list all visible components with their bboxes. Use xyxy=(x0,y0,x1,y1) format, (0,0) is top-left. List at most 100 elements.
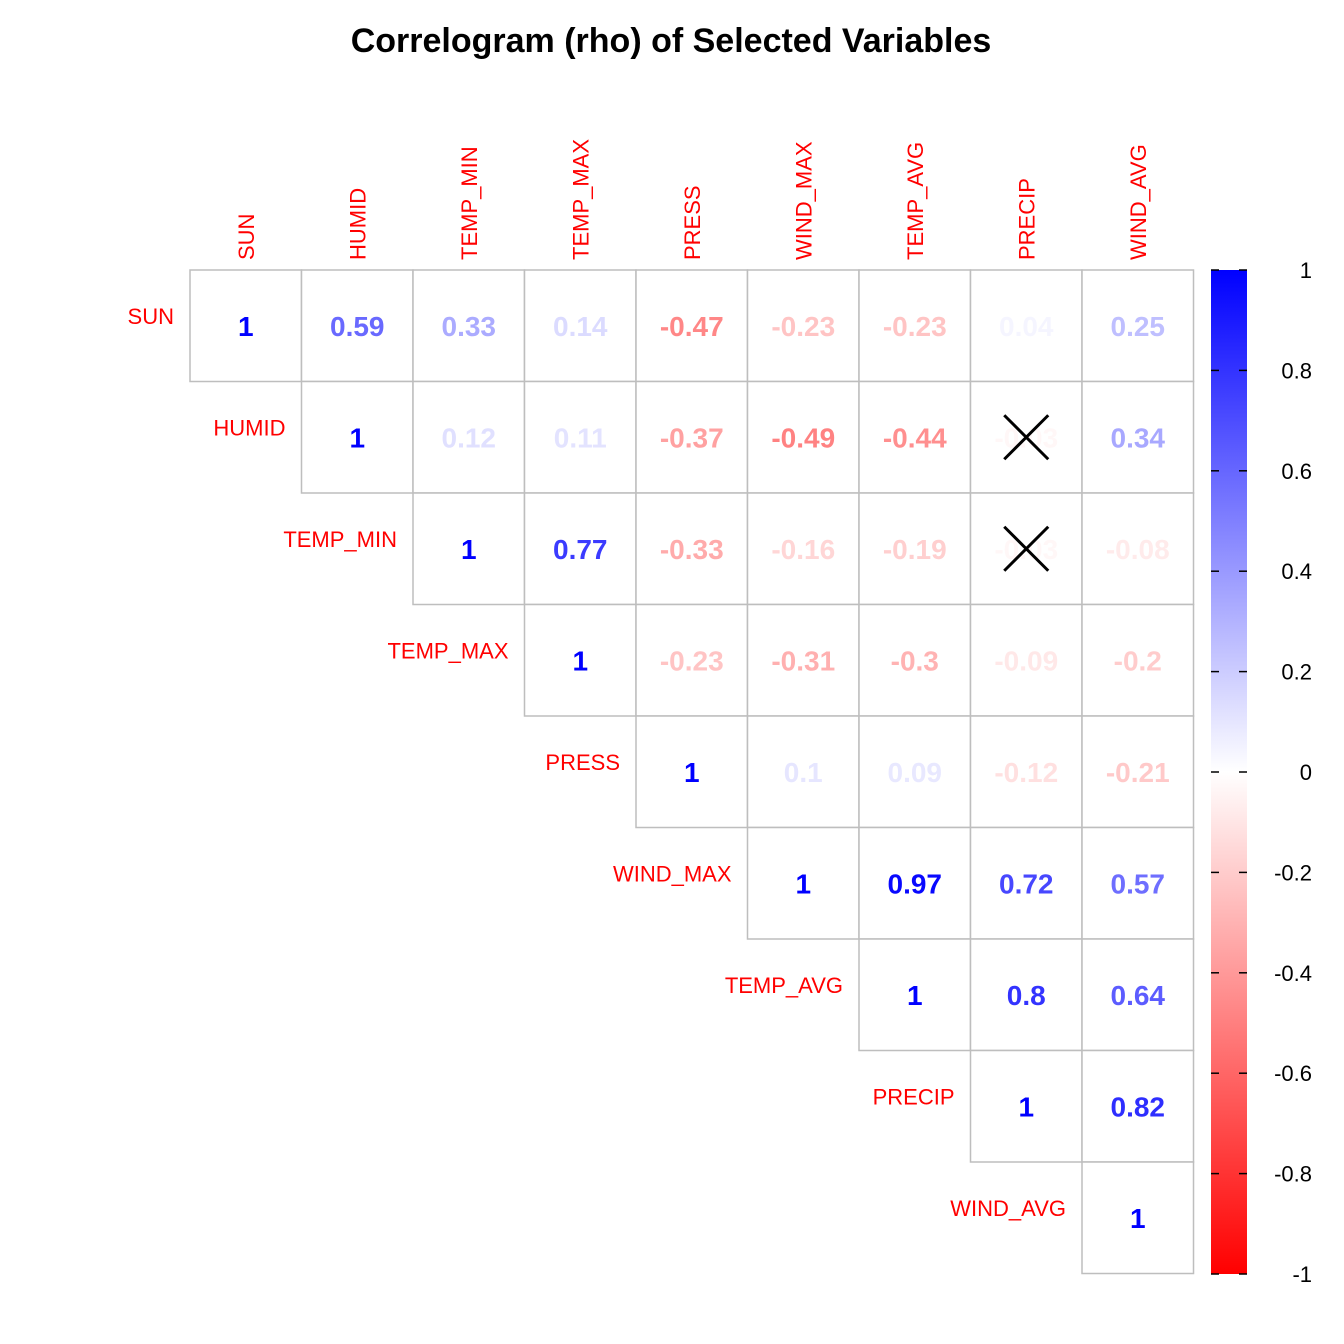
correlation-cell: 1 xyxy=(858,938,972,1052)
column-label: WIND_AVG xyxy=(1126,144,1151,260)
cell-border xyxy=(1081,1161,1195,1275)
correlation-cell: 1 xyxy=(1081,1161,1195,1275)
cell-border xyxy=(969,603,1083,717)
column-labels: SUN HUMID TEMP_MIN TEMP_MAX PRESS WIND_MAX TEM… xyxy=(234,139,1151,260)
correlation-cell: -0.03 xyxy=(969,492,1083,606)
correlation-cell: 0.97 xyxy=(858,826,972,940)
correlation-cell: 0.34 xyxy=(1081,380,1195,494)
correlation-cell: 1 xyxy=(523,603,637,717)
correlation-cell: -0.37 xyxy=(635,380,749,494)
correlation-cell: 1 xyxy=(412,492,526,606)
colorbar-tick-label: -0.2 xyxy=(1274,860,1312,885)
cell-border xyxy=(969,826,1083,940)
column-label: TEMP_MIN xyxy=(457,146,482,260)
correlation-cell: -0.47 xyxy=(635,269,749,383)
cell-value-label: -0.09 xyxy=(994,645,1058,676)
cell-value-label: 0.64 xyxy=(1111,980,1166,1011)
cell-value-label: -0.19 xyxy=(883,534,947,565)
cell-value-label: 0.97 xyxy=(888,868,943,899)
cell-value-label: -0.3 xyxy=(891,645,939,676)
correlation-cell: 0.77 xyxy=(523,492,637,606)
correlation-cell: 0.14 xyxy=(523,269,637,383)
correlation-cell: -0.2 xyxy=(1081,603,1195,717)
correlation-cell: 0.04 xyxy=(969,269,1083,383)
cell-border xyxy=(858,715,972,829)
cell-border xyxy=(969,269,1083,383)
column-label: WIND_MAX xyxy=(791,141,816,260)
correlation-cell: 0.11 xyxy=(523,380,637,494)
cell-value-label: 0.72 xyxy=(999,868,1054,899)
cell-border xyxy=(523,380,637,494)
correlation-cell: -0.19 xyxy=(858,492,972,606)
row-label: WIND_AVG xyxy=(950,1196,1066,1221)
correlation-cell: -0.03 xyxy=(969,380,1083,494)
correlation-cell: 1 xyxy=(969,1049,1083,1163)
cell-value-label: 0.8 xyxy=(1007,980,1046,1011)
cell-value-label: -0.12 xyxy=(994,757,1058,788)
cell-value-label: 0.59 xyxy=(330,311,385,342)
cell-border xyxy=(969,715,1083,829)
cell-value-label: 1 xyxy=(1018,1091,1034,1122)
row-label: WIND_MAX xyxy=(613,861,732,886)
correlation-cell: 1 xyxy=(746,826,860,940)
colorbar-tick-label: 0.8 xyxy=(1281,358,1312,383)
cell-border xyxy=(635,380,749,494)
cell-border xyxy=(969,1049,1083,1163)
cell-value-label: 1 xyxy=(907,980,923,1011)
cell-value-label: -0.23 xyxy=(883,311,947,342)
cell-border xyxy=(858,269,972,383)
correlation-cell: -0.08 xyxy=(1081,492,1195,606)
cell-border xyxy=(746,826,860,940)
colorbar-tick-label: -1 xyxy=(1292,1262,1312,1287)
row-label: SUN xyxy=(128,304,174,329)
correlation-cell: 0.25 xyxy=(1081,269,1195,383)
colorbar-tick-label: 0.6 xyxy=(1281,459,1312,484)
cell-border xyxy=(635,715,749,829)
cell-value-label: 1 xyxy=(684,757,700,788)
colorbar: 1 0.8 0.6 0.4 0.2 0 -0.2 -0.4 -0.6 -0.8 -1 xyxy=(1211,258,1312,1287)
column-label: PRECIP xyxy=(1014,178,1039,260)
cell-value-label: 0.1 xyxy=(784,757,823,788)
cell-value-label: 1 xyxy=(795,868,811,899)
colorbar-tick-label: -0.6 xyxy=(1274,1061,1312,1086)
cell-border xyxy=(523,269,637,383)
correlation-cell: 0.57 xyxy=(1081,826,1195,940)
correlation-cell: 0.59 xyxy=(300,269,414,383)
correlation-cell: -0.3 xyxy=(858,603,972,717)
row-label: HUMID xyxy=(213,415,285,440)
correlation-cell: -0.23 xyxy=(746,269,860,383)
correlation-cell: 0.8 xyxy=(969,938,1083,1052)
cell-border xyxy=(300,269,414,383)
cell-value-label: 0.04 xyxy=(999,311,1054,342)
cell-value-label: 0.33 xyxy=(442,311,497,342)
cell-value-label: -0.16 xyxy=(771,534,835,565)
cell-value-label: 0.14 xyxy=(553,311,608,342)
correlation-cell: -0.49 xyxy=(746,380,860,494)
colorbar-tick-label: 0.4 xyxy=(1281,559,1312,584)
cell-value-label: 0.57 xyxy=(1111,868,1166,899)
cell-value-label: 1 xyxy=(1130,1203,1146,1234)
insignificant-cross-mark xyxy=(1003,525,1050,572)
cell-border xyxy=(746,603,860,717)
correlation-cell: 1 xyxy=(189,269,303,383)
cell-value-label: 0.11 xyxy=(554,422,607,453)
cell-border xyxy=(746,492,860,606)
cell-value-label: -0.08 xyxy=(1106,534,1170,565)
correlation-cell: -0.23 xyxy=(858,269,972,383)
cell-border xyxy=(635,269,749,383)
cell-border xyxy=(635,492,749,606)
cell-border xyxy=(858,826,972,940)
colorbar-tick-label: 1 xyxy=(1300,258,1312,283)
correlation-cell: -0.16 xyxy=(746,492,860,606)
insignificant-cross-mark xyxy=(1003,414,1050,461)
correlation-cell: -0.23 xyxy=(635,603,749,717)
cell-value-label: -0.37 xyxy=(660,422,724,453)
cell-border xyxy=(1081,603,1195,717)
correlation-cell: 0.64 xyxy=(1081,938,1195,1052)
colorbar-ticks: 1 0.8 0.6 0.4 0.2 0 -0.2 -0.4 -0.6 -0.8 -1 xyxy=(1211,258,1312,1287)
cell-value-label: 0.77 xyxy=(553,534,608,565)
cell-border xyxy=(1081,938,1195,1052)
chart-title: Correlogram (rho) of Selected Variables xyxy=(351,22,992,60)
row-label: TEMP_MIN xyxy=(283,527,397,552)
cell-value-label: -0.47 xyxy=(660,311,724,342)
